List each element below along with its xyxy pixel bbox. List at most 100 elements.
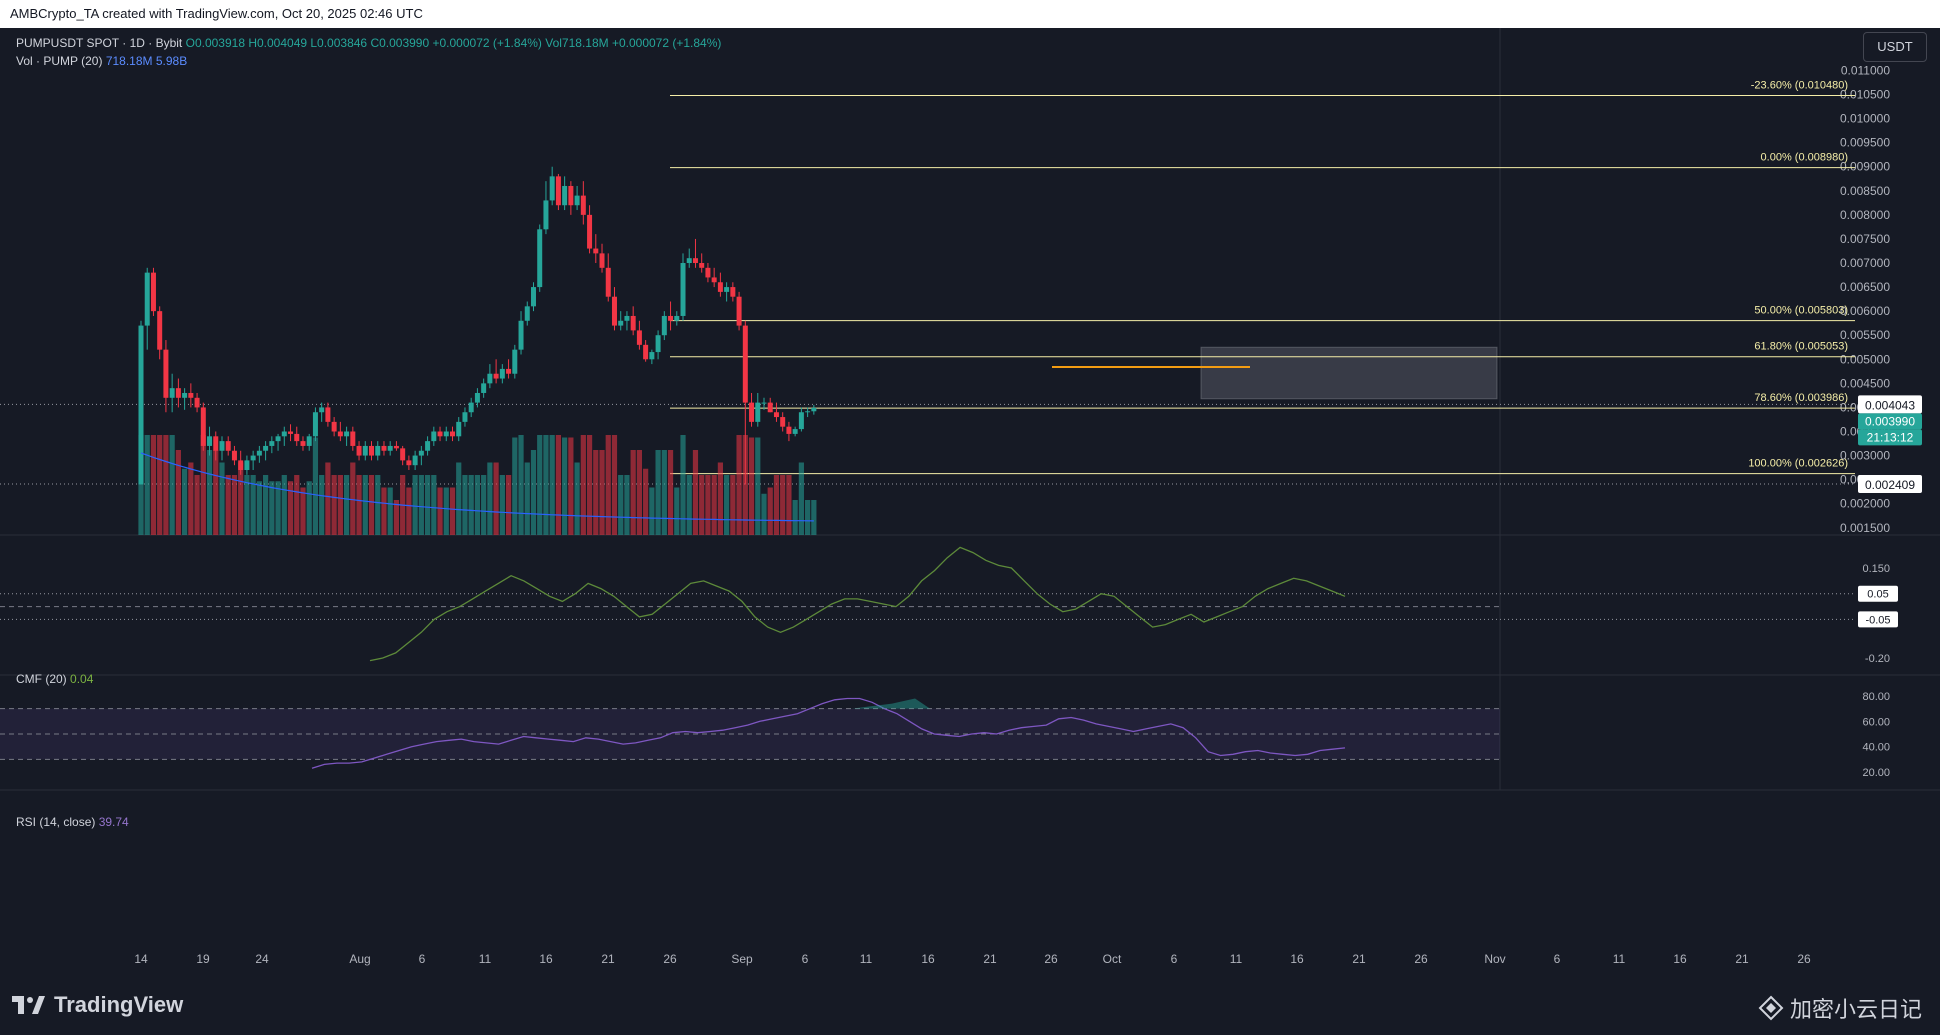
candle-body <box>194 397 200 408</box>
price-tick-label: 0.009000 <box>1840 160 1890 174</box>
price-tick-label: 0.007000 <box>1840 256 1890 270</box>
volume-bar <box>786 475 792 535</box>
candle-body <box>443 431 449 437</box>
volume-bar <box>175 450 181 535</box>
candle-body <box>150 272 156 312</box>
cmf-tick-label: -0.05 <box>1865 614 1890 626</box>
rsi-value: 39.74 <box>98 815 129 829</box>
candle-body <box>786 426 792 434</box>
date-tick-label: 16 <box>1673 952 1687 966</box>
volume-bar <box>481 475 487 535</box>
volume-bar <box>437 487 443 535</box>
volume-bar <box>138 435 144 535</box>
volume-bar <box>281 475 287 535</box>
date-tick-label: 19 <box>196 952 210 966</box>
cmf-tick-label: 0.05 <box>1867 589 1888 601</box>
volume-bar <box>312 437 319 535</box>
date-tick-label: 21 <box>1735 952 1749 966</box>
volume-bar <box>206 450 213 535</box>
date-tick-label: 6 <box>1554 952 1561 966</box>
volume-bar <box>462 475 468 535</box>
volume-label[interactable]: Vol · PUMP (20) <box>16 54 103 68</box>
volume-bar <box>406 487 412 535</box>
rsi-legend[interactable]: RSI (14, close) 39.74 <box>16 815 129 829</box>
volume-bar <box>424 475 431 535</box>
volume-bar <box>630 450 636 535</box>
date-tick-label: 26 <box>663 952 677 966</box>
volume-bar <box>518 435 524 535</box>
volume-bar <box>362 475 368 535</box>
price-tick-label: 0.003000 <box>1840 449 1890 463</box>
volume-bar <box>381 487 387 535</box>
rsi-tick-label: 40.00 <box>1862 742 1890 754</box>
date-tick-label: 26 <box>1414 952 1428 966</box>
candle-body <box>730 287 736 297</box>
candle-body <box>773 412 779 418</box>
volume-bar <box>730 475 736 535</box>
price-chart-svg[interactable]: 0.011000 0.010500 0.010000 0.009500 0.009000… <box>0 28 1940 978</box>
date-tick-label: 16 <box>921 952 935 966</box>
chart-header: AMBCrypto_TA created with TradingView.co… <box>0 0 1940 28</box>
cmf-legend[interactable]: CMF (20) 0.04 <box>16 672 93 686</box>
date-tick-label: 6 <box>1171 952 1178 966</box>
price-tick-label: 0.010500 <box>1840 88 1890 102</box>
chart-area[interactable]: 0.011000 0.010500 0.010000 0.009500 0.009000… <box>0 28 1940 978</box>
candle-body <box>798 412 804 430</box>
candle-body <box>580 195 586 215</box>
volume-bar <box>805 500 811 535</box>
price-tick-label: 0.009500 <box>1840 136 1890 150</box>
price-tick-label: 0.008000 <box>1840 208 1890 222</box>
symbol-label[interactable]: PUMPUSDT SPOT · 1D · Bybit <box>16 36 183 50</box>
candle-body <box>618 320 624 326</box>
candle-body <box>437 431 443 437</box>
volume-bar <box>611 435 618 535</box>
volume-bar <box>238 462 244 535</box>
date-tick-label: Oct <box>1103 952 1122 966</box>
candle-body <box>244 460 250 471</box>
date-tick-label: 16 <box>1290 952 1304 966</box>
rsi-tick-label: 20.00 <box>1862 767 1890 779</box>
date-tick-label: 16 <box>539 952 553 966</box>
volume-bar <box>505 475 512 535</box>
candle-body <box>188 392 194 398</box>
volume-bar <box>767 487 773 535</box>
candle-body <box>755 402 761 422</box>
watermark: 加密小云日记 <box>1758 992 1922 1024</box>
volume-bar <box>368 475 375 535</box>
candle-body <box>705 267 711 278</box>
date-tick-label: 21 <box>1352 952 1366 966</box>
tradingview-logo[interactable]: TradingView <box>12 992 183 1018</box>
candle-body <box>562 185 568 206</box>
currency-button[interactable]: USDT <box>1863 32 1927 62</box>
volume-bar <box>717 462 723 535</box>
volume-bar <box>343 475 350 535</box>
candle-body <box>699 263 705 268</box>
price-axis-label: 0.004043 <box>1865 398 1915 412</box>
candle-body <box>182 392 188 398</box>
candle-body <box>350 431 356 446</box>
volume-bar <box>811 500 817 535</box>
footer: TradingView 加密小云日记 <box>0 978 1940 1035</box>
cmf-line <box>369 546 1346 662</box>
candle-body <box>537 229 543 288</box>
volume-bar <box>256 481 262 535</box>
volume-bar <box>443 487 449 535</box>
candle-body <box>406 460 412 466</box>
volume-bar <box>294 475 300 535</box>
candle-body <box>418 450 424 456</box>
volume-bar <box>325 462 331 535</box>
volume-bar <box>493 462 499 535</box>
candle-body <box>767 402 773 413</box>
candle-body <box>256 450 262 456</box>
date-tick-label: Sep <box>731 952 753 966</box>
candle-body <box>605 267 611 297</box>
date-tick-label: 11 <box>860 952 873 966</box>
date-tick-label: 26 <box>1044 952 1058 966</box>
volume-bar <box>680 435 686 535</box>
candle-body <box>468 402 474 413</box>
candle-body <box>668 315 674 321</box>
fib-level-label: 78.60% (0.003986) <box>1754 392 1848 404</box>
candle-body <box>692 258 698 264</box>
date-tick-label: 24 <box>255 952 269 966</box>
candle-body <box>263 445 269 451</box>
